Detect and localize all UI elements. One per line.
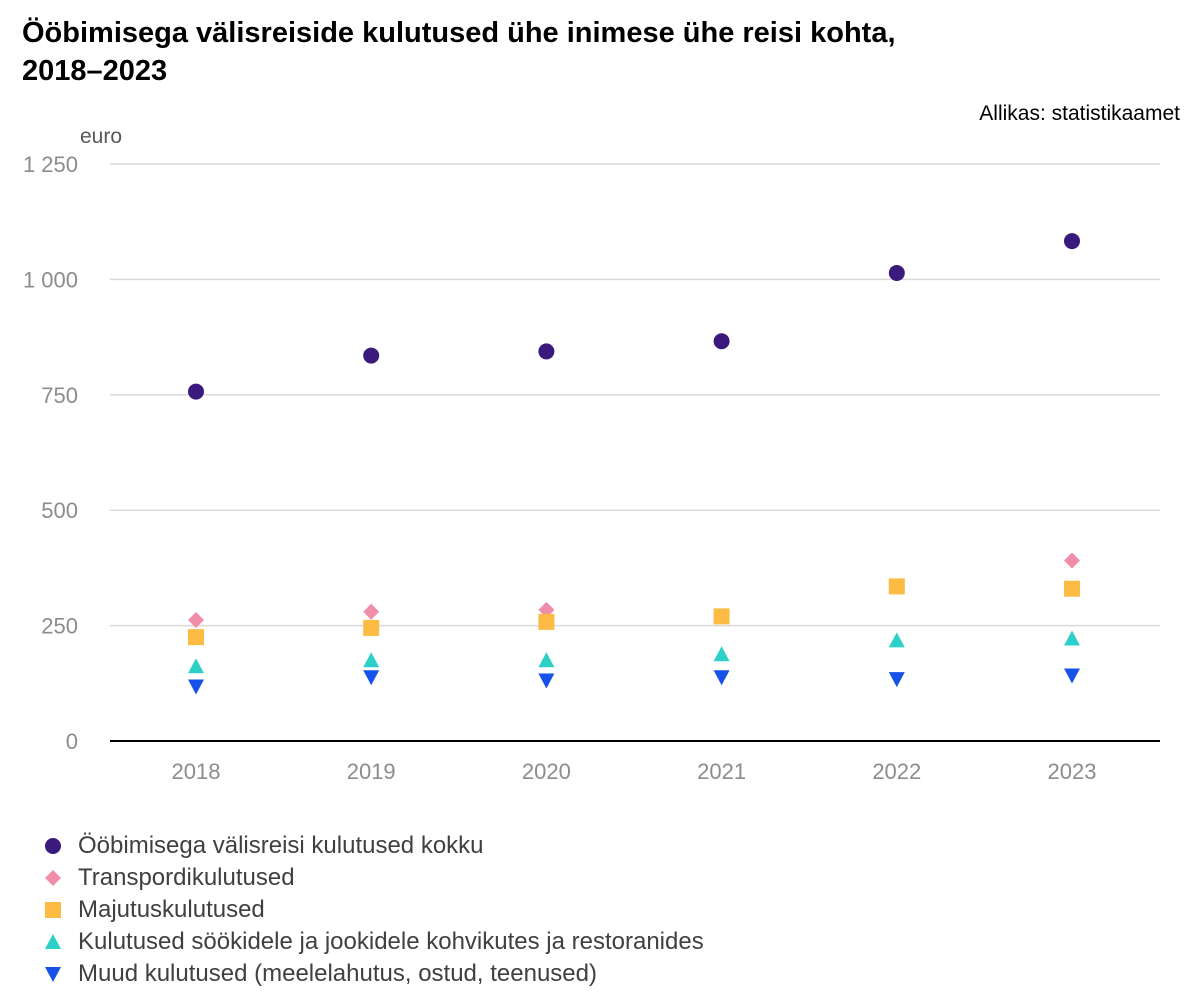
data-point-circle [188,383,204,400]
x-tick-label: 2023 [1048,759,1097,784]
data-point-circle [888,264,905,281]
data-point-diamond [538,601,555,618]
data-point-square [713,608,730,625]
data-point-triangle-down [713,670,730,686]
legend-item: Ööbimisega välisreisi kulutused kokku [40,830,704,862]
source-note: Allikas: statistikaamet [979,102,1180,125]
y-tick-label: 500 [41,498,78,523]
y-tick-label: 750 [41,383,78,408]
data-point-triangle-up [713,646,730,662]
data-point-triangle-up [1064,630,1080,646]
data-point-triangle-down [888,672,905,688]
legend-label: Kulutused söökidele ja jookidele kohviku… [78,928,704,955]
data-point-square [1064,580,1080,597]
data-point-triangle-up [538,652,555,668]
data-point-triangle-down [1064,668,1080,684]
legend-label: Majutuskulutused [78,896,265,923]
legend-item: Transpordikulutused [40,862,704,894]
chart-title: Ööbimisega välisreiside kulutused ühe in… [22,14,1022,90]
x-tick-label: 2021 [697,759,746,784]
data-point-circle [713,333,730,350]
legend-marker-triangle-up-icon [40,929,66,955]
legend-label: Muud kulutused (meelelahutus, ostud, tee… [78,960,597,987]
chart-title-line-1: Ööbimisega välisreiside kulutused ühe in… [22,17,896,49]
data-point-circle [538,343,555,360]
data-point-triangle-down [188,679,204,695]
y-tick-label: 0 [66,729,78,754]
data-point-triangle-up [363,652,380,668]
data-point-triangle-down [538,673,555,689]
legend-label: Ööbimisega välisreisi kulutused kokku [78,832,484,859]
y-tick-label: 1 000 [23,267,78,292]
legend-marker-triangle-down-icon [40,961,66,987]
legend-label: Transpordikulutused [78,864,295,891]
legend: Ööbimisega välisreisi kulutused kokku Tra… [40,830,704,990]
data-point-circle [1064,233,1080,250]
legend-marker-circle-icon [40,833,66,859]
data-point-triangle-up [188,658,204,674]
scatter-chart: euro 0 250 500 750 1 000 1 250 2018 2019 2020 2021… [23,125,1160,784]
x-tick-label: 2020 [522,759,571,784]
x-tick-label: 2019 [347,759,396,784]
data-point-diamond [1064,552,1080,569]
x-tick-label: 2018 [172,759,221,784]
data-point-triangle-up [888,632,905,648]
legend-marker-square-icon [40,897,66,923]
chart-title-line-2: 2018–2023 [22,55,168,87]
data-point-square [888,578,905,595]
y-tick-label: 250 [41,614,78,639]
data-point-square [188,629,204,646]
data-point-circle [363,347,380,364]
y-axis-label: euro [80,125,122,148]
legend-item: Kulutused söökidele ja jookidele kohviku… [40,926,704,958]
data-point-square [363,619,380,636]
legend-item: Majutuskulutused [40,894,704,926]
x-tick-label: 2022 [872,759,921,784]
legend-item: Muud kulutused (meelelahutus, ostud, tee… [40,958,704,990]
data-point-diamond [188,612,204,629]
data-point-diamond [363,603,380,620]
data-point-square [538,613,555,630]
data-point-triangle-down [363,670,380,686]
legend-marker-diamond-icon [40,865,66,891]
y-tick-label: 1 250 [23,152,78,177]
